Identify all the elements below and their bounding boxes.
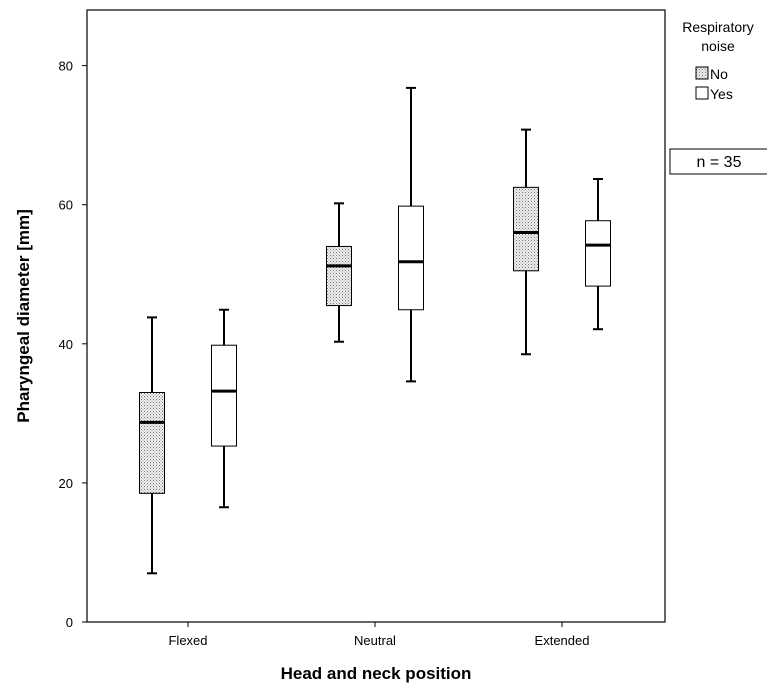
x-axis-title: Head and neck position bbox=[281, 664, 472, 683]
legend-swatch-yes bbox=[695, 86, 709, 100]
legend: Respiratory noise No Yes bbox=[682, 19, 754, 102]
y-tick-label: 40 bbox=[59, 337, 73, 352]
legend-label-no: No bbox=[710, 66, 728, 82]
annotation-text: n = 35 bbox=[697, 154, 742, 171]
y-tick-label: 80 bbox=[59, 59, 73, 74]
legend-swatch-no bbox=[695, 66, 709, 80]
y-axis-ticks: 0 20 40 60 80 bbox=[59, 59, 87, 630]
y-tick-label: 20 bbox=[59, 476, 73, 491]
box-no-extended bbox=[513, 128, 539, 356]
y-tick-label: 60 bbox=[59, 198, 73, 213]
box-iqr bbox=[211, 344, 237, 447]
y-tick-label: 0 bbox=[66, 615, 73, 630]
box-series bbox=[139, 86, 611, 575]
box-iqr bbox=[585, 220, 611, 287]
box-iqr bbox=[326, 245, 352, 307]
legend-title-line2: noise bbox=[701, 38, 735, 54]
plot-frame bbox=[86, 9, 666, 623]
box-iqr bbox=[398, 205, 424, 311]
box-yes-extended bbox=[585, 177, 611, 331]
y-axis-title: Pharyngeal diameter [mm] bbox=[14, 209, 33, 423]
box-no-neutral bbox=[326, 202, 352, 343]
legend-title-line1: Respiratory bbox=[682, 19, 754, 35]
box-iqr bbox=[513, 186, 539, 272]
box-no-flexed bbox=[139, 316, 165, 575]
annotation-box bbox=[669, 148, 767, 175]
x-axis-ticks: Flexed Neutral Extended bbox=[168, 622, 589, 648]
x-tick-label: Neutral bbox=[354, 633, 396, 648]
sample-size-annotation: n = 35 bbox=[669, 148, 767, 175]
box-iqr bbox=[139, 392, 165, 494]
x-tick-label: Extended bbox=[535, 633, 590, 648]
legend-label-yes: Yes bbox=[710, 86, 733, 102]
x-tick-label: Flexed bbox=[168, 633, 207, 648]
box-yes-flexed bbox=[211, 308, 237, 509]
box-yes-neutral bbox=[398, 86, 424, 383]
